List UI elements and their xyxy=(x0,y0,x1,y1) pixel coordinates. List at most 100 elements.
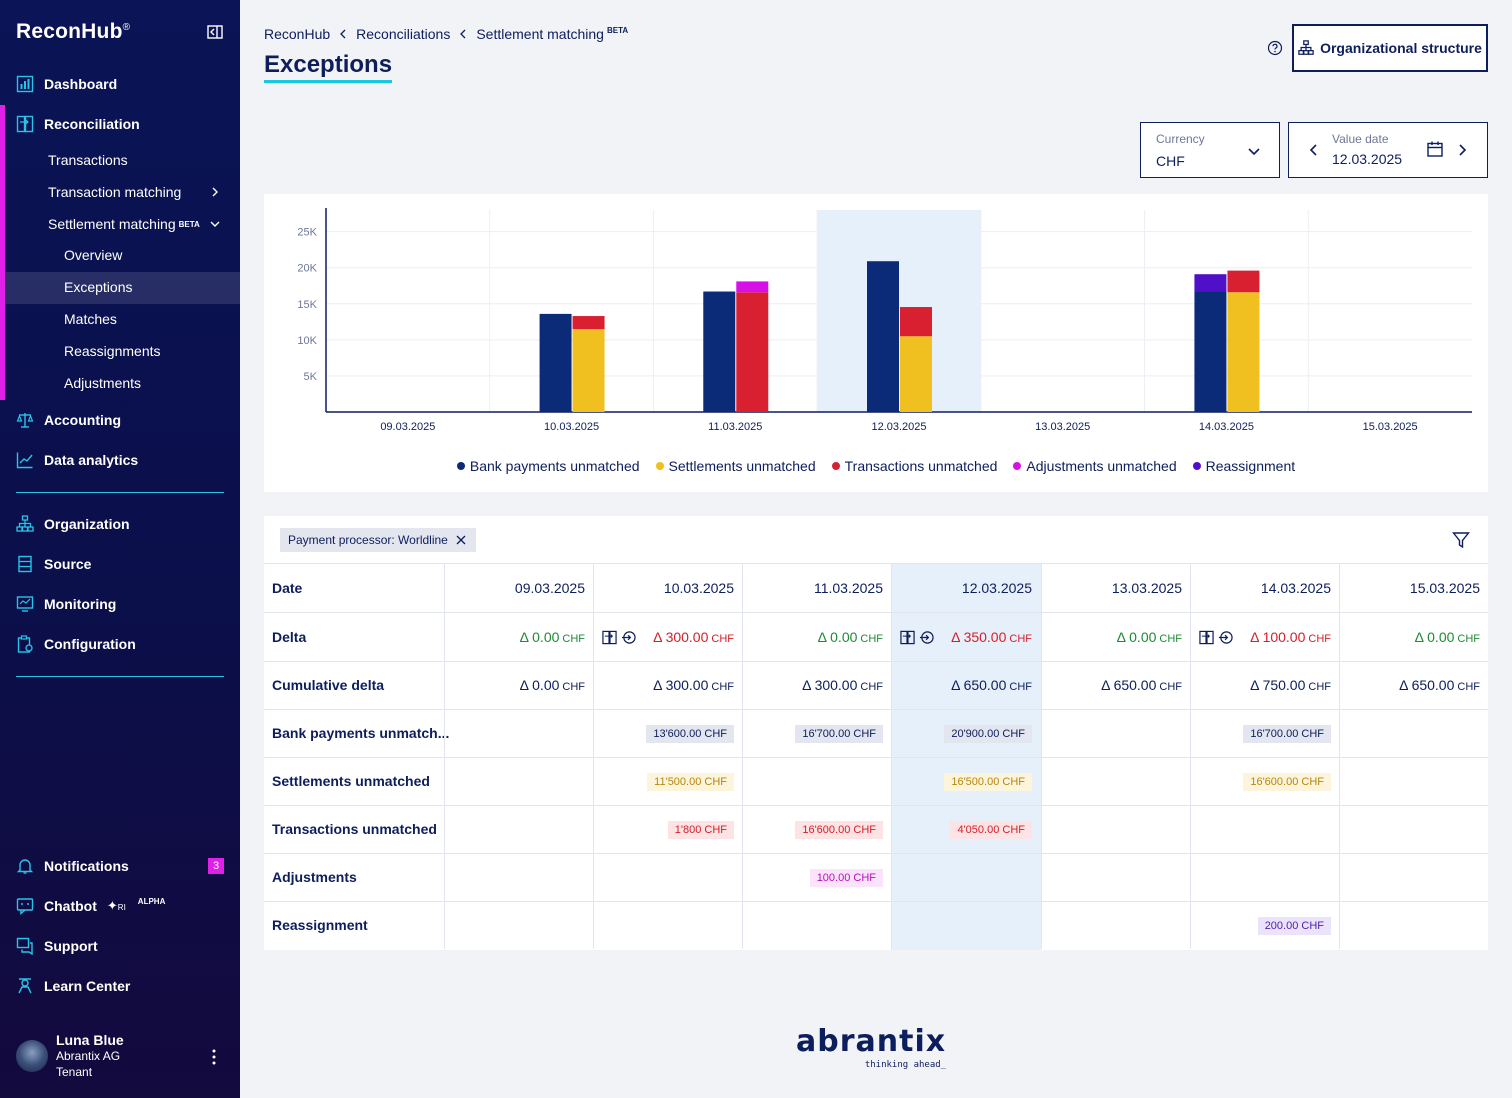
filter-chip[interactable]: Payment processor: Worldline xyxy=(280,528,476,552)
chevron-right-icon[interactable] xyxy=(209,186,221,198)
delta-value: Δ 100.00 CHF xyxy=(1250,628,1331,645)
nav-support[interactable]: Support xyxy=(16,934,98,958)
y-tick-label: 20K xyxy=(297,263,317,275)
close-icon[interactable] xyxy=(456,535,466,545)
assign-icon[interactable] xyxy=(621,630,636,645)
table-cell: 11.03.2025 xyxy=(742,564,891,612)
collapse-sidebar-icon[interactable] xyxy=(207,24,223,40)
reconcile-icon[interactable] xyxy=(602,630,617,645)
nav-matches[interactable]: Matches xyxy=(64,311,117,327)
table-cell: Δ 0.00 CHF xyxy=(1041,613,1190,661)
legend-dot xyxy=(1013,462,1022,470)
nav-chatbot[interactable]: Chatbot ✦RI ALPHA xyxy=(16,894,165,918)
date-header[interactable]: 10.03.2025 xyxy=(663,579,734,596)
transactions-amount[interactable]: 16'600.00 CHF xyxy=(795,821,883,839)
nav-source[interactable]: Source xyxy=(16,552,91,576)
chevron-down-icon[interactable] xyxy=(209,218,221,230)
nav-accounting[interactable]: Accounting xyxy=(16,408,121,432)
reconcile-icon[interactable] xyxy=(1199,630,1214,645)
nav-monitoring[interactable]: Monitoring xyxy=(16,592,116,616)
nav-data-analytics[interactable]: Data analytics xyxy=(16,448,138,472)
table-cell: 16'600.00 CHF xyxy=(742,806,891,853)
reconcile-icon[interactable] xyxy=(900,630,915,645)
next-date-icon[interactable] xyxy=(1455,143,1469,157)
table-cell xyxy=(1041,854,1190,901)
bell-icon xyxy=(16,859,34,874)
delta-value: Δ 350.00 CHF xyxy=(951,628,1032,645)
filter-icon[interactable] xyxy=(1452,531,1470,549)
organizational-structure-button[interactable]: Organizational structure xyxy=(1292,24,1488,72)
currency-select[interactable]: Currency CHF xyxy=(1140,122,1280,178)
transactions-amount[interactable]: 4'050.00 CHF xyxy=(950,821,1032,839)
assign-icon[interactable] xyxy=(1218,630,1233,645)
date-header[interactable]: 13.03.2025 xyxy=(1111,579,1182,596)
nav-settlement-matching[interactable]: Settlement matching BETA xyxy=(48,214,200,234)
user-profile[interactable]: Luna Blue Abrantix AG Tenant xyxy=(16,1032,124,1080)
date-header[interactable]: 15.03.2025 xyxy=(1409,579,1480,596)
trend-chart-icon xyxy=(16,452,33,469)
table-row: Delta Δ 0.00 CHF Δ 300.00 CHF Δ 0.00 CHF Δ 350.… xyxy=(264,612,1488,661)
chatbot-icon xyxy=(16,898,34,915)
table-cell: 15.03.2025 xyxy=(1339,564,1488,612)
table-row: Date 09.03.2025 10.03.2025 11.03.2025 12.03.… xyxy=(264,563,1488,612)
bank-amount[interactable]: 16'700.00 CHF xyxy=(1243,725,1331,743)
date-header[interactable]: 09.03.2025 xyxy=(514,579,585,596)
bar-segment xyxy=(703,291,736,412)
nav-exceptions[interactable]: Exceptions xyxy=(64,279,133,295)
table-cell: Δ 300.00 CHF xyxy=(593,662,742,709)
nav-organization[interactable]: Organization xyxy=(16,512,130,536)
previous-date-icon[interactable] xyxy=(1307,143,1321,157)
table-cell xyxy=(1339,710,1488,757)
table-row: Cumulative delta Δ 0.00 CHF Δ 300.00 CHF Δ 30… xyxy=(264,661,1488,709)
currency-unit: CHF xyxy=(711,681,734,693)
x-tick-label: 15.03.2025 xyxy=(1363,421,1418,433)
table-cell xyxy=(1041,758,1190,805)
bar-segment xyxy=(572,329,605,412)
adjustments-amount[interactable]: 100.00 CHF xyxy=(809,869,883,887)
nav-dashboard[interactable]: Dashboard xyxy=(16,72,117,96)
nav-notifications[interactable]: Notifications xyxy=(16,854,129,878)
nav-reassignments[interactable]: Reassignments xyxy=(64,343,161,359)
sparkle-icon: ✦RI xyxy=(106,898,126,913)
legend-label: Settlements unmatched xyxy=(668,458,816,474)
table-cell: 16'700.00 CHF xyxy=(742,710,891,757)
more-options-icon[interactable] xyxy=(208,1048,220,1066)
x-tick-label: 10.03.2025 xyxy=(544,421,599,433)
legend-bank[interactable]: Bank payments unmatched xyxy=(456,458,640,474)
legend-transactions[interactable]: Transactions unmatched xyxy=(831,458,997,474)
nav-configuration[interactable]: Configuration xyxy=(16,632,136,656)
bank-amount[interactable]: 20'900.00 CHF xyxy=(944,725,1032,743)
date-header[interactable]: 12.03.2025 xyxy=(961,579,1032,596)
breadcrumb-reconhub[interactable]: ReconHub xyxy=(264,26,331,42)
nav-reconciliation[interactable]: Reconciliation xyxy=(16,112,140,136)
bank-amount[interactable]: 16'700.00 CHF xyxy=(795,725,883,743)
nav-overview[interactable]: Overview xyxy=(64,247,123,263)
reassignment-amount[interactable]: 200.00 CHF xyxy=(1257,917,1331,935)
transactions-amount[interactable]: 1'800 CHF xyxy=(667,821,734,839)
settlements-amount[interactable]: 16'500.00 CHF xyxy=(944,773,1032,791)
table-cell: 16'700.00 CHF xyxy=(1190,710,1339,757)
help-icon[interactable] xyxy=(1267,40,1283,56)
calendar-icon[interactable] xyxy=(1426,140,1444,158)
assign-icon[interactable] xyxy=(919,630,934,645)
date-header[interactable]: 14.03.2025 xyxy=(1260,579,1331,596)
value-date-picker[interactable]: Value date 12.03.2025 xyxy=(1288,122,1488,178)
date-header[interactable]: 11.03.2025 xyxy=(813,579,883,596)
nav-adjustments[interactable]: Adjustments xyxy=(64,375,142,391)
database-icon xyxy=(18,555,32,573)
nav-learn-center[interactable]: Learn Center xyxy=(16,974,130,998)
nav-transactions[interactable]: Transactions xyxy=(48,152,128,168)
cumulative-value: Δ 300.00 CHF xyxy=(802,677,883,693)
nav-transaction-matching[interactable]: Transaction matching xyxy=(48,184,182,200)
cumulative-value: Δ 650.00 CHF xyxy=(1399,677,1480,693)
legend-reassignment[interactable]: Reassignment xyxy=(1192,458,1295,474)
table-cell: 13'600.00 CHF xyxy=(593,710,742,757)
legend-adjustments[interactable]: Adjustments unmatched xyxy=(1013,458,1177,474)
breadcrumb-reconciliations[interactable]: Reconciliations xyxy=(356,26,451,42)
bank-amount[interactable]: 13'600.00 CHF xyxy=(646,725,734,743)
breadcrumb-settlement-matching[interactable]: Settlement matching BETA xyxy=(476,26,628,42)
legend-settlements[interactable]: Settlements unmatched xyxy=(655,458,816,474)
active-section-indicator xyxy=(0,105,5,400)
settlements-amount[interactable]: 11'500.00 CHF xyxy=(647,773,734,791)
settlements-amount[interactable]: 16'600.00 CHF xyxy=(1243,773,1331,791)
